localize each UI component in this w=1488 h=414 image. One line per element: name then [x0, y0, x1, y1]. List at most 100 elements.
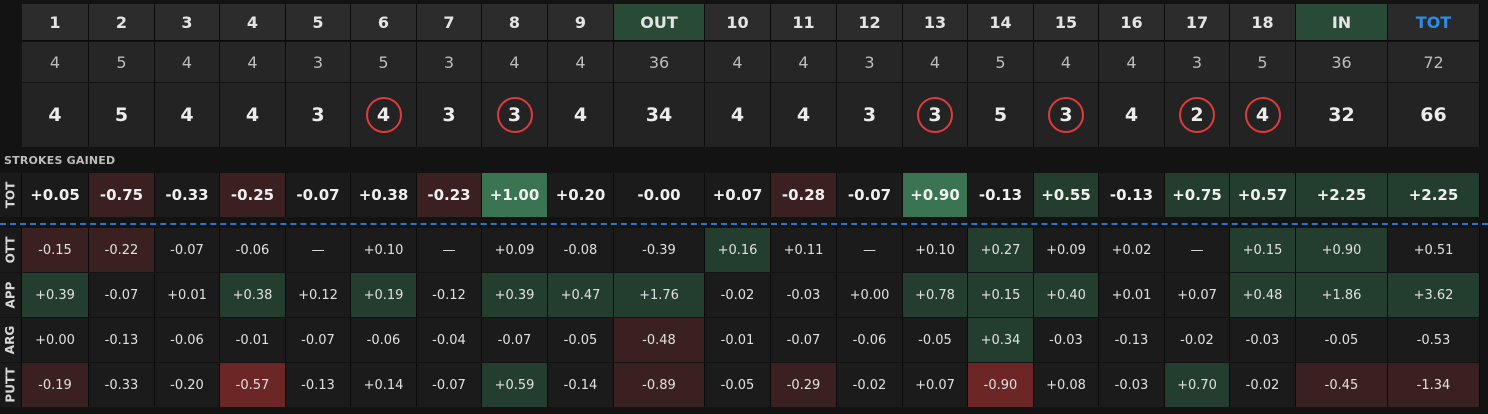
sg-total-cell-value: +0.75: [1172, 186, 1222, 204]
hole-header-cell: 4: [220, 4, 286, 41]
sg-app-cell-value: +0.00: [849, 287, 890, 303]
sg-putt-cell: -1.34: [1388, 363, 1480, 407]
score-value: 3: [442, 104, 456, 126]
par-cell: 3: [286, 42, 351, 82]
sg-arg-cell: -0.05: [1296, 318, 1388, 362]
sg-ott-cell: +0.11: [771, 228, 837, 272]
sg-arg-cell: -0.06: [351, 318, 417, 362]
hole-header-cell-value: OUT: [640, 12, 678, 32]
sg-arg-cell-value: -0.01: [720, 332, 755, 348]
sg-app-cell-value: +0.19: [363, 287, 404, 303]
strokes-gained-title: STROKES GAINED: [4, 154, 116, 167]
par-cell-value: 36: [1331, 52, 1352, 72]
score-cell: 3: [1034, 83, 1099, 147]
sg-app-cell-value: +3.62: [1413, 287, 1454, 303]
par-cell: 5: [968, 42, 1034, 82]
par-cell-value: 4: [732, 52, 743, 72]
score-value: 4: [573, 104, 588, 126]
row-label-text: TOT: [3, 181, 18, 209]
sg-ott-cell-value: +0.27: [980, 242, 1021, 258]
sg-app-cell: +0.40: [1034, 273, 1099, 317]
sg-total-cell: -0.23: [417, 173, 482, 217]
sg-ott-cell: +0.27: [968, 228, 1034, 272]
sg-ott-cell-value: -0.15: [38, 242, 72, 258]
sg-app-cell-value: +0.01: [1111, 287, 1152, 303]
sg-app-cell-value: +1.86: [1321, 287, 1362, 303]
sg-putt-cell-value: -0.14: [563, 377, 598, 393]
sg-total-cell-value: -0.00: [637, 186, 681, 204]
sg-app-cell-value: +0.01: [167, 287, 207, 303]
sg-arg-cell-value: -0.07: [497, 332, 532, 348]
sg-putt-cell-value: -0.33: [104, 377, 139, 393]
sg-putt-cell: +0.08: [1034, 363, 1099, 407]
sg-arg-cell-value: -0.05: [918, 332, 952, 348]
hole-header-cell: 14: [968, 4, 1034, 41]
score-cell: 5: [89, 83, 155, 147]
score-cell: 3: [417, 83, 482, 147]
par-cell: 3: [1165, 42, 1230, 82]
score-cell: 4: [771, 83, 837, 147]
sg-ott-cell-value: -0.08: [563, 242, 598, 258]
sg-app-cell-value: +1.76: [639, 287, 679, 303]
sg-ott-cell-value: -0.06: [235, 242, 270, 258]
score-cell: 4: [22, 83, 89, 147]
sg-putt-cell: -0.14: [548, 363, 614, 407]
sg-app-cell: +1.86: [1296, 273, 1388, 317]
sg-arg-cell-value: -0.07: [301, 332, 335, 348]
sg-putt-cell-value: -0.19: [38, 377, 72, 393]
sg-ott-cell: -0.07: [155, 228, 220, 272]
sg-putt-cell: +0.70: [1165, 363, 1230, 407]
sg-ott-cell: —: [286, 228, 351, 272]
score-cell: 2: [1165, 83, 1230, 147]
sg-arg-cell-value: -0.03: [1245, 332, 1280, 348]
score-cell: 4: [220, 83, 286, 147]
sg-ott-cell-value: +0.09: [1046, 242, 1086, 258]
sg-app-cell-value: +0.15: [980, 287, 1021, 303]
sg-putt-cell: -0.89: [614, 363, 705, 407]
sg-ott-cell: +0.10: [903, 228, 968, 272]
par-cell: 5: [1230, 42, 1296, 82]
sg-arg-cell: -0.13: [1099, 318, 1165, 362]
sg-arg-cell: -0.01: [705, 318, 771, 362]
par-cell: 4: [482, 42, 548, 82]
sg-app-cell-value: +0.47: [560, 287, 601, 303]
sg-putt-cell: -0.19: [22, 363, 89, 407]
sg-putt-cell: -0.03: [1099, 363, 1165, 407]
sg-putt-cell-value: -0.02: [852, 377, 887, 393]
par-cell: 72: [1388, 42, 1480, 82]
par-cell-value: 5: [1257, 52, 1268, 72]
sg-app-cell: +0.12: [286, 273, 351, 317]
par-cell-value: 36: [648, 52, 670, 72]
sg-total-cell: +0.38: [351, 173, 417, 217]
hole-header-cell-value: 3: [181, 12, 193, 32]
sg-arg-cell-value: -0.06: [366, 332, 401, 348]
par-cell: 36: [1296, 42, 1388, 82]
par-cell: 4: [705, 42, 771, 82]
hole-header-cell: TOT: [1388, 4, 1480, 41]
sg-putt-cell: -0.07: [417, 363, 482, 407]
sg-total-cell: +0.90: [903, 173, 968, 217]
sg-app-cell-value: +0.39: [35, 287, 75, 303]
sg-app-cell: +0.47: [548, 273, 614, 317]
hole-header-cell-value: IN: [1331, 12, 1352, 32]
par-cell-value: 72: [1423, 52, 1444, 72]
row-label-text: PUTT: [3, 367, 18, 403]
sg-total-cell-value: +0.07: [712, 186, 763, 204]
hole-header-cell: 11: [771, 4, 837, 41]
sg-app-cell-value: +0.78: [915, 287, 955, 303]
sg-app-cell: +0.07: [1165, 273, 1230, 317]
par-cell-value: 5: [116, 52, 127, 72]
sg-ott-cell-value: +0.02: [1111, 242, 1152, 258]
score-value: 3: [311, 104, 325, 126]
hole-header-cell: 13: [903, 4, 968, 41]
row-label: TOT: [0, 173, 22, 217]
sg-arg-cell: -0.07: [482, 318, 548, 362]
sg-arg-cell: -0.06: [155, 318, 220, 362]
sg-putt-cell-value: +0.70: [1177, 377, 1217, 393]
sg-total-cell-value: -0.33: [165, 186, 209, 204]
par-cell: 4: [22, 42, 89, 82]
sg-ott-cell-value: +0.09: [494, 242, 535, 258]
sg-arg-cell: -0.03: [1230, 318, 1296, 362]
hole-header-cell: 8: [482, 4, 548, 41]
sg-putt-cell: +0.14: [351, 363, 417, 407]
